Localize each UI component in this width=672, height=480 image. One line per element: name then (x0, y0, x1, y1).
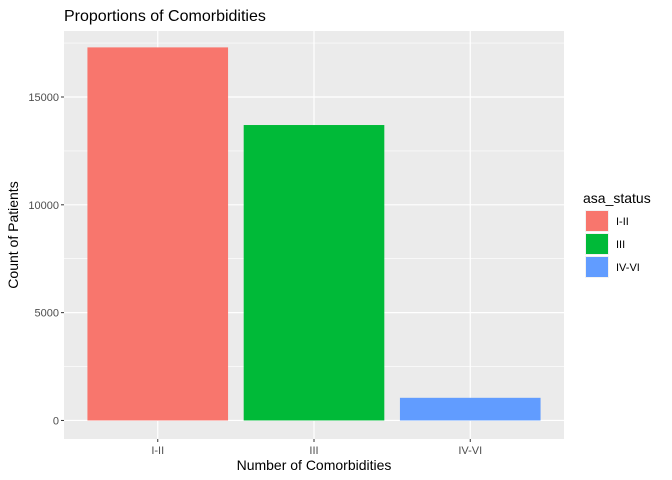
x-axis-title: Number of Comorbidities (237, 457, 392, 473)
x-tick-label: I-II (151, 445, 164, 457)
y-tick-label: 10000 (28, 200, 59, 212)
y-tick-label: 0 (53, 415, 59, 427)
x-tick-label: IV-VI (458, 445, 482, 457)
x-tick-label: III (309, 445, 318, 457)
bar-iv-vi (399, 397, 541, 421)
bar-iii (243, 125, 385, 421)
y-tick-label: 5000 (35, 308, 59, 320)
legend-swatch (586, 257, 608, 277)
y-axis: 0 5000 10000 15000 (28, 92, 64, 427)
bars (87, 47, 541, 421)
bar-i-ii (87, 47, 229, 421)
legend: asa_status I-II III IV-VI (583, 190, 651, 278)
legend-label: IV-VI (616, 262, 640, 274)
legend-swatch (586, 234, 608, 254)
legend-label: III (616, 239, 625, 251)
chart-title: Proportions of Comorbidities (64, 8, 266, 25)
y-tick-label: 15000 (28, 92, 59, 104)
legend-label: I-II (616, 216, 629, 228)
legend-title: asa_status (583, 190, 651, 206)
y-axis-title: Count of Patients (5, 181, 21, 288)
legend-swatch (586, 211, 608, 231)
x-axis: I-II III IV-VI (151, 439, 482, 457)
